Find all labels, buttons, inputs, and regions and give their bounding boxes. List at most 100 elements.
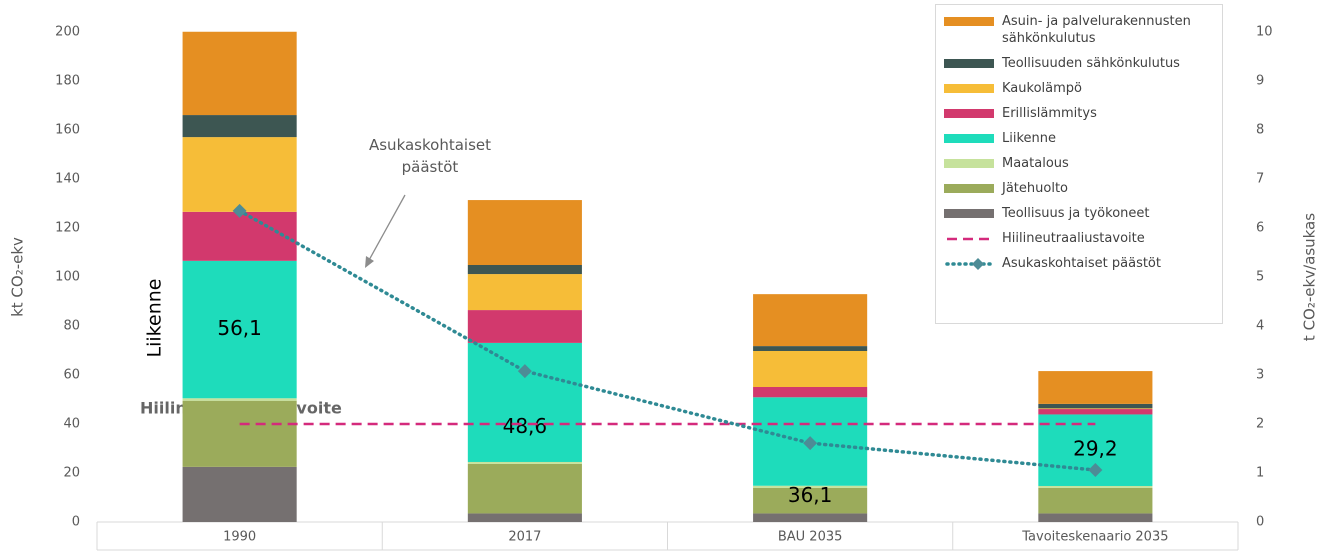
bar-segment: [753, 346, 868, 351]
y2-axis-label: t CO₂-ekv/asukas: [1301, 213, 1319, 341]
bar-segment: [467, 274, 582, 311]
bar-segment: [753, 387, 868, 398]
legend-label: Asukaskohtaiset päästöt: [1002, 256, 1161, 271]
legend-swatch: [944, 209, 994, 218]
bar-segment: [753, 513, 868, 522]
legend-label: Teollisuus ja työkoneet: [1002, 206, 1150, 221]
y2-tick-label: 7: [1256, 172, 1264, 187]
arrow-head: [365, 256, 374, 268]
bar-segment: [182, 115, 297, 138]
data-label: 48,6: [503, 414, 548, 438]
bar-segment: [1038, 403, 1153, 409]
bar-segment: [182, 31, 297, 116]
data-label: 56,1: [217, 316, 262, 340]
legend-item: Teollisuuden sähkönkulutus: [944, 55, 1216, 72]
legend-label: Liikenne: [1002, 131, 1057, 146]
y-tick-label: 200: [55, 25, 80, 40]
bar-segment: [753, 350, 868, 388]
legend-swatch: [944, 134, 994, 143]
legend-swatch: [947, 237, 991, 241]
bar-segment: [467, 463, 582, 514]
annotation-arrow: [367, 194, 406, 263]
y2-tick-label: 5: [1256, 270, 1264, 285]
legend-item: Maatalous: [944, 155, 1216, 172]
legend-item: Asukaskohtaiset päästöt: [944, 255, 1216, 272]
y-tick-label: 120: [55, 221, 80, 236]
line-marker: [1088, 463, 1103, 478]
y2-tick-label: 10: [1256, 25, 1273, 40]
x-tick-label: 1990: [223, 530, 256, 545]
x-tick-label: BAU 2035: [778, 530, 843, 545]
bar-segment: [467, 264, 582, 275]
bar-segment: [1038, 513, 1153, 522]
bar-segment: [467, 342, 582, 462]
legend-item: Liikenne: [944, 130, 1216, 147]
bar-segment: [467, 310, 582, 343]
legend-swatch: [944, 184, 994, 193]
y-tick-label: 0: [72, 515, 80, 530]
bar-segment: [1038, 485, 1153, 488]
legend-swatch: [944, 59, 994, 68]
y2-tick-label: 0: [1256, 515, 1264, 530]
y-tick-label: 140: [55, 172, 80, 187]
x-tick-label: 2017: [508, 530, 541, 545]
bar-segment: [182, 211, 297, 261]
y2-tick-label: 6: [1256, 221, 1264, 236]
y-axis-label: kt CO₂-ekv: [9, 237, 27, 317]
legend: Asuin- ja palvelurakennusten sähkönkulut…: [935, 4, 1223, 324]
legend-swatch: [944, 84, 994, 93]
y2-tick-label: 9: [1256, 74, 1264, 89]
y2-tick-label: 4: [1256, 319, 1264, 334]
data-label: 36,1: [788, 483, 833, 507]
legend-swatch: [944, 109, 994, 118]
line-marker: [232, 203, 247, 218]
y-tick-label: 80: [63, 319, 80, 334]
bar-segment: [1038, 371, 1153, 404]
legend-label: Kaukolämpö: [1002, 81, 1082, 96]
bar-segment: [182, 137, 297, 212]
legend-swatch: [944, 17, 994, 26]
legend-label: Teollisuuden sähkönkulutus: [1002, 56, 1180, 71]
bar-segment: [467, 200, 582, 265]
legend-item: Teollisuus ja työkoneet: [944, 205, 1216, 222]
y2-tick-label: 8: [1256, 123, 1264, 138]
bar-segment: [1038, 408, 1153, 410]
x-tick-label: Tavoiteskenaario 2035: [1021, 530, 1168, 545]
line-marker: [517, 364, 532, 379]
legend-label: Jätehuolto: [1002, 181, 1068, 196]
bar-segment: [182, 398, 297, 401]
annotation: Asukaskohtaiset päästöt: [368, 136, 491, 176]
bar-segment: [753, 485, 868, 488]
y-tick-label: 160: [55, 123, 80, 138]
legend-label: Asuin- ja palvelurakennusten sähkönkulut…: [1002, 14, 1191, 46]
legend-swatch: [945, 258, 993, 270]
legend-label: Hiilineutraaliustavoite: [1002, 231, 1145, 246]
bar-segment: [1038, 487, 1153, 514]
legend-item: Asuin- ja palvelurakennusten sähkönkulut…: [944, 13, 1216, 47]
bar-segment: [182, 400, 297, 467]
legend-item: Erillislämmitys: [944, 105, 1216, 122]
legend-label: Erillislämmitys: [1002, 106, 1097, 121]
y-tick-label: 180: [55, 74, 80, 89]
y2-tick-label: 1: [1256, 466, 1264, 481]
bar-segment: [1038, 409, 1153, 415]
data-label: 29,2: [1073, 437, 1118, 461]
legend-swatch: [944, 159, 994, 168]
legend-label: Maatalous: [1002, 156, 1069, 171]
bar-segment: [753, 487, 868, 514]
y-tick-label: 20: [63, 466, 80, 481]
bar-segment: [182, 466, 297, 522]
y-tick-label: 60: [63, 368, 80, 383]
annotation: Liikenne: [144, 279, 166, 358]
line-series: [237, 209, 1098, 472]
bar-segment: [182, 260, 297, 399]
y2-tick-label: 3: [1256, 368, 1264, 383]
bar-segment: [753, 294, 868, 347]
legend-marker: [972, 258, 984, 270]
bar-segment: [467, 461, 582, 464]
bar-segment: [467, 513, 582, 522]
line-marker: [803, 436, 818, 451]
legend-item: Jätehuolto: [944, 180, 1216, 197]
